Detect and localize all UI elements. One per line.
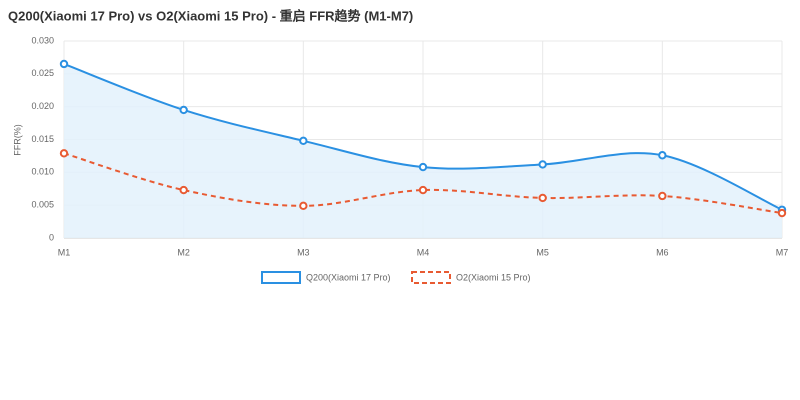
chart-title: Q200(Xiaomi 17 Pro) vs O2(Xiaomi 15 Pro)… — [8, 8, 413, 23]
y-tick-label: 0.015 — [31, 134, 54, 144]
y-tick-label: 0.020 — [31, 101, 54, 111]
x-tick-label: M5 — [536, 247, 549, 257]
x-tick-label: M1 — [58, 247, 71, 257]
legend-label[interactable]: Q200(Xiaomi 17 Pro) — [306, 272, 391, 282]
point — [777, 208, 787, 218]
area — [64, 63, 782, 238]
y-tick-label: 0.005 — [31, 200, 54, 210]
point — [59, 149, 69, 158]
x-tick-label: M4 — [417, 247, 430, 257]
point — [418, 162, 428, 172]
point — [418, 185, 428, 195]
legend-label[interactable]: O2(Xiaomi 15 Pro) — [456, 272, 531, 282]
point — [299, 136, 308, 146]
point — [538, 193, 547, 203]
y-tick-label: 0.025 — [31, 68, 54, 78]
legend-swatch[interactable] — [261, 271, 301, 284]
point — [538, 160, 547, 169]
y-tick-label: 0.030 — [31, 35, 54, 45]
y-axis-label: FFR(%) — [12, 124, 22, 156]
point — [179, 185, 188, 195]
x-tick-label: M7 — [776, 247, 789, 257]
point — [59, 59, 69, 69]
point — [179, 105, 188, 115]
y-tick-label: 0.010 — [31, 167, 54, 177]
y-tick-label: 0 — [49, 232, 54, 242]
x-tick-label: M3 — [297, 247, 310, 257]
x-tick-label: M2 — [177, 247, 190, 257]
point — [658, 191, 667, 201]
legend-swatch[interactable] — [411, 271, 451, 284]
point — [658, 151, 667, 160]
x-tick-label: M6 — [656, 247, 669, 257]
point — [299, 201, 308, 211]
